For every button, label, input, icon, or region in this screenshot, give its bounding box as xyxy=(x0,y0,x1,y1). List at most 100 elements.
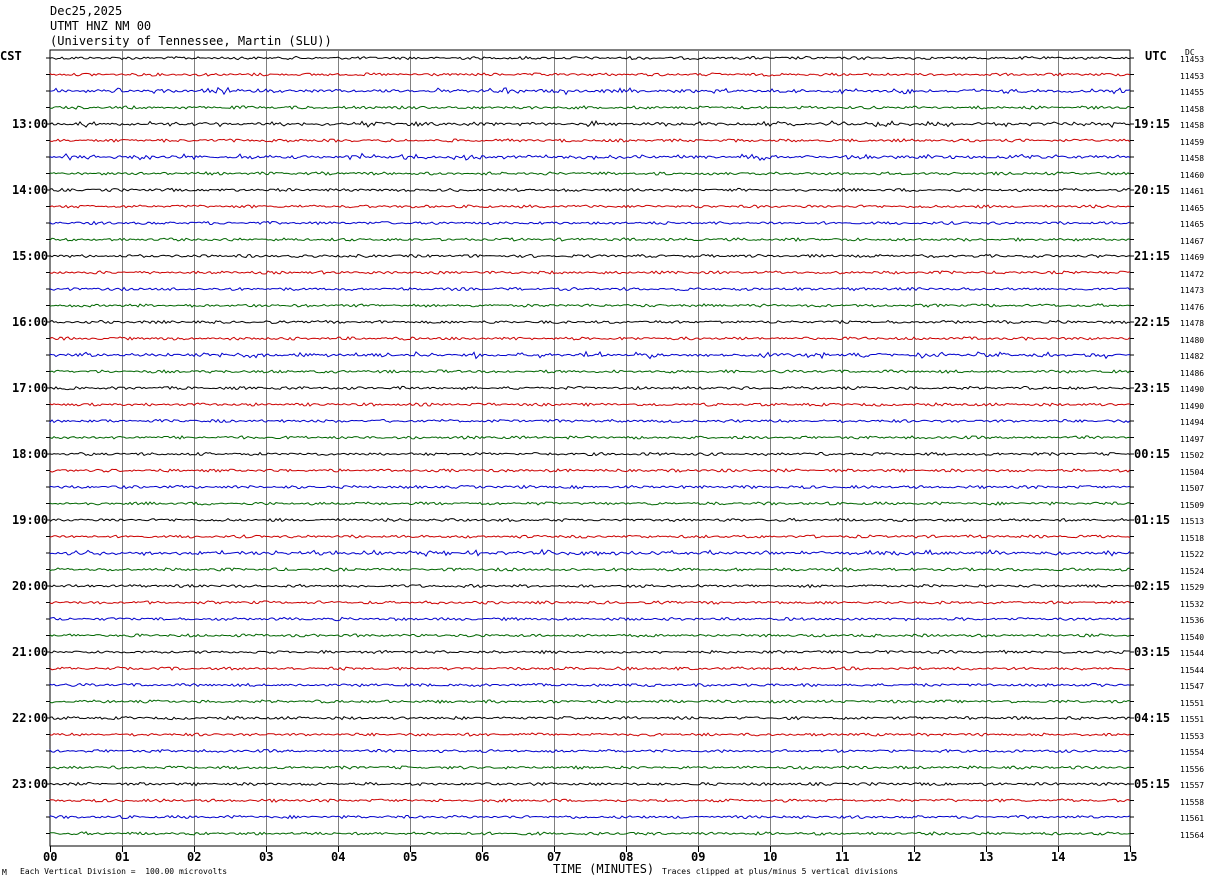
dc-value: 11556 xyxy=(1180,764,1205,774)
x-tick-label: 14 xyxy=(1051,850,1066,864)
trace-line xyxy=(49,152,1131,162)
trace-line xyxy=(49,319,1131,325)
trace-line xyxy=(49,303,1131,308)
network-name: (University of Tennessee, Martin (SLU)) xyxy=(50,34,332,48)
x-tick-label: 00 xyxy=(43,850,58,864)
dc-header: DC xyxy=(1185,48,1195,57)
dc-value: 11453 xyxy=(1180,55,1205,64)
dc-value: 11540 xyxy=(1180,632,1205,642)
trace-line xyxy=(49,286,1131,292)
trace-line xyxy=(49,468,1131,473)
trace-line xyxy=(49,814,1131,820)
dc-value: 11459 xyxy=(1180,137,1205,147)
dc-value: 11473 xyxy=(1180,286,1205,295)
right-timezone: UTC xyxy=(1145,49,1167,63)
dc-value: 11461 xyxy=(1180,187,1205,196)
trace-line xyxy=(49,253,1131,259)
left-hour-label: 18:00 xyxy=(12,447,49,461)
left-hour-label: 14:00 xyxy=(12,183,49,197)
trace-line xyxy=(49,534,1131,539)
x-tick-label: 15 xyxy=(1123,850,1138,864)
trace-line xyxy=(49,270,1131,275)
trace-line xyxy=(49,649,1130,655)
x-tick-label: 11 xyxy=(835,850,850,864)
x-tick-label: 12 xyxy=(907,850,922,864)
x-tick-label: 13 xyxy=(979,850,994,864)
left-hour-label: 15:00 xyxy=(12,249,49,263)
x-tick-label: 09 xyxy=(691,850,706,864)
trace-line xyxy=(49,204,1131,209)
trace-line xyxy=(49,616,1131,622)
dc-value: 11453 xyxy=(1180,71,1205,81)
trace-line xyxy=(49,484,1131,490)
dc-value: 11458 xyxy=(1180,154,1205,163)
trace-line xyxy=(49,336,1131,341)
trace-line xyxy=(49,451,1131,457)
left-hour-label: 17:00 xyxy=(12,381,49,395)
dc-value: 11564 xyxy=(1180,830,1205,840)
trace-line xyxy=(49,369,1131,374)
dc-value: 11544 xyxy=(1180,649,1205,658)
dc-value: 11509 xyxy=(1180,500,1205,510)
scale-note: Each Vertical Division = 100.00 microvol… xyxy=(20,867,228,876)
x-tick-label: 07 xyxy=(547,850,562,864)
trace-line xyxy=(49,715,1131,721)
dc-value: 11504 xyxy=(1180,467,1205,477)
x-tick-label: 06 xyxy=(475,850,490,864)
trace-line xyxy=(49,583,1131,589)
dc-value: 11513 xyxy=(1180,517,1205,526)
dc-value: 11536 xyxy=(1180,616,1205,625)
trace-line xyxy=(49,781,1131,787)
dc-value: 11469 xyxy=(1180,253,1205,262)
x-tick-label: 10 xyxy=(763,850,778,864)
dc-value: 11507 xyxy=(1180,484,1205,493)
dc-value: 11518 xyxy=(1180,533,1205,543)
dc-value: 11529 xyxy=(1180,583,1205,592)
right-hour-label: 00:15 xyxy=(1134,447,1171,461)
trace-line xyxy=(49,567,1131,572)
left-hour-label: 23:00 xyxy=(12,777,49,791)
dc-value: 11497 xyxy=(1180,434,1205,444)
right-hour-label: 02:15 xyxy=(1134,579,1171,593)
dc-value: 11486 xyxy=(1180,368,1205,378)
dc-value: 11476 xyxy=(1180,302,1205,312)
trace-line xyxy=(49,187,1131,193)
dc-value: 11458 xyxy=(1180,104,1205,114)
right-hour-label: 05:15 xyxy=(1134,777,1171,791)
trace-line xyxy=(49,765,1131,770)
dc-value: 11458 xyxy=(1180,121,1205,130)
station-code: UTMT HNZ NM 00 xyxy=(50,19,152,33)
dc-value: 11465 xyxy=(1180,203,1205,213)
trace-line xyxy=(49,105,1131,110)
left-hour-label: 20:00 xyxy=(12,579,49,593)
dc-value: 11553 xyxy=(1180,731,1205,741)
trace-line xyxy=(49,72,1131,77)
x-tick-label: 04 xyxy=(331,850,346,864)
x-tick-label: 03 xyxy=(259,850,274,864)
left-timezone: CST xyxy=(0,49,22,63)
left-hour-label: 16:00 xyxy=(12,315,49,329)
left-hour-label: 22:00 xyxy=(12,711,49,725)
dc-value: 11465 xyxy=(1180,220,1205,229)
dc-value: 11502 xyxy=(1180,451,1205,460)
dc-value: 11472 xyxy=(1180,269,1205,279)
trace-line xyxy=(49,633,1131,638)
dc-value: 11455 xyxy=(1180,88,1205,97)
right-hour-label: 22:15 xyxy=(1134,315,1171,329)
x-axis-label: TIME (MINUTES) xyxy=(553,862,655,876)
x-tick-label: 01 xyxy=(115,850,130,864)
dc-value: 11480 xyxy=(1180,335,1205,345)
plot-date: Dec25,2025 xyxy=(50,4,123,18)
dc-value: 11467 xyxy=(1180,236,1205,246)
trace-line xyxy=(49,350,1131,360)
trace-line xyxy=(49,682,1131,688)
x-tick-label: 02 xyxy=(187,850,202,864)
x-tick-label: 05 xyxy=(403,850,418,864)
dc-value: 11554 xyxy=(1180,748,1205,757)
trace-line xyxy=(49,171,1131,176)
dc-value: 11460 xyxy=(1180,170,1205,180)
right-hour-label: 20:15 xyxy=(1134,183,1171,197)
trace-line xyxy=(49,501,1131,506)
dc-value: 11482 xyxy=(1180,352,1205,361)
